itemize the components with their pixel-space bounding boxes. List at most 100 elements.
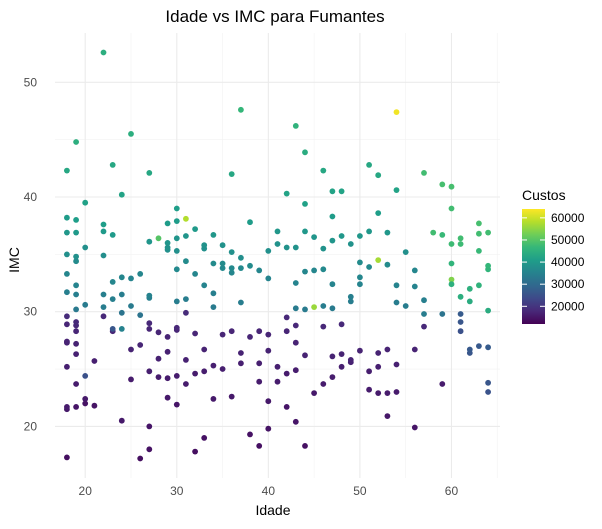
data-point xyxy=(347,357,354,363)
y-tick-label: 20 xyxy=(24,419,38,433)
data-point xyxy=(439,381,446,387)
data-point xyxy=(393,389,400,395)
data-point xyxy=(82,301,89,308)
data-point xyxy=(183,381,189,387)
data-point xyxy=(292,123,299,129)
data-point xyxy=(393,187,400,194)
data-point xyxy=(173,248,180,254)
data-point xyxy=(137,312,144,318)
data-point xyxy=(137,271,144,277)
data-point xyxy=(155,374,162,380)
data-point xyxy=(64,271,70,277)
data-point xyxy=(457,311,464,317)
data-point xyxy=(393,361,400,368)
data-point xyxy=(64,251,70,258)
data-point xyxy=(311,267,317,274)
data-point xyxy=(173,218,180,225)
data-point xyxy=(283,404,290,410)
data-point xyxy=(393,282,400,289)
data-point xyxy=(137,455,144,462)
data-point xyxy=(128,275,134,282)
data-point xyxy=(265,398,272,405)
data-point xyxy=(357,233,363,239)
data-point xyxy=(375,172,382,179)
data-point xyxy=(329,374,336,380)
data-point xyxy=(164,375,171,382)
data-point xyxy=(457,319,464,325)
data-point xyxy=(128,376,134,383)
x-tick-label: 30 xyxy=(170,484,184,498)
data-point xyxy=(137,342,144,348)
data-point xyxy=(73,319,79,325)
data-point xyxy=(448,241,455,247)
data-point xyxy=(320,381,327,387)
data-point xyxy=(338,351,345,357)
x-tick-label: 50 xyxy=(353,484,367,498)
data-point xyxy=(192,330,199,337)
data-point xyxy=(210,260,217,267)
data-point xyxy=(448,276,455,283)
data-point xyxy=(329,353,336,360)
data-point xyxy=(64,363,70,370)
data-point xyxy=(73,253,79,260)
data-point xyxy=(393,299,400,306)
data-point xyxy=(219,366,226,372)
data-point xyxy=(457,293,464,300)
data-point xyxy=(411,346,418,353)
data-point xyxy=(109,232,116,238)
data-point xyxy=(302,306,308,313)
data-point xyxy=(210,304,217,310)
data-point xyxy=(384,413,391,419)
data-point xyxy=(100,252,107,259)
data-point xyxy=(109,296,116,302)
data-point xyxy=(146,238,153,245)
data-point xyxy=(338,188,345,195)
data-point xyxy=(366,162,372,168)
points-layer xyxy=(64,49,491,462)
data-point xyxy=(238,106,244,113)
data-point xyxy=(402,303,409,309)
data-point xyxy=(347,241,354,247)
data-point xyxy=(466,298,473,305)
data-point xyxy=(210,232,217,238)
data-point xyxy=(73,306,79,313)
data-point xyxy=(375,257,382,263)
data-point xyxy=(173,266,180,273)
data-point xyxy=(73,139,79,145)
data-point xyxy=(173,205,180,212)
data-point xyxy=(302,268,308,275)
data-point xyxy=(146,170,153,176)
data-point xyxy=(421,323,427,330)
data-point xyxy=(430,229,437,236)
data-point xyxy=(73,381,79,387)
data-point xyxy=(292,280,299,286)
data-point xyxy=(118,326,125,332)
legend-breaks: 20000 30000 40000 50000 60000 xyxy=(522,211,585,313)
data-point xyxy=(73,404,79,410)
data-point xyxy=(247,431,253,438)
data-point xyxy=(302,352,308,359)
data-point xyxy=(109,279,116,285)
data-point xyxy=(100,228,107,235)
data-point xyxy=(247,334,253,340)
data-point xyxy=(73,229,79,236)
color-legend: Custos 20000 30000 40000 50000 60000 xyxy=(522,187,585,324)
data-point xyxy=(357,259,363,266)
data-point xyxy=(210,362,217,369)
data-point xyxy=(73,258,79,265)
y-axis-ticks: 20 30 40 50 xyxy=(24,75,38,433)
data-point xyxy=(329,188,336,195)
data-point xyxy=(347,293,354,300)
data-point xyxy=(201,242,208,249)
data-point xyxy=(292,418,299,425)
data-point xyxy=(228,265,235,271)
data-point xyxy=(411,424,418,431)
data-point xyxy=(238,350,244,356)
data-point xyxy=(100,291,107,298)
data-point xyxy=(411,283,418,290)
data-point xyxy=(228,328,235,335)
data-point xyxy=(384,346,391,353)
y-tick-label: 30 xyxy=(24,305,38,319)
data-point xyxy=(393,109,400,115)
data-point xyxy=(476,220,482,227)
